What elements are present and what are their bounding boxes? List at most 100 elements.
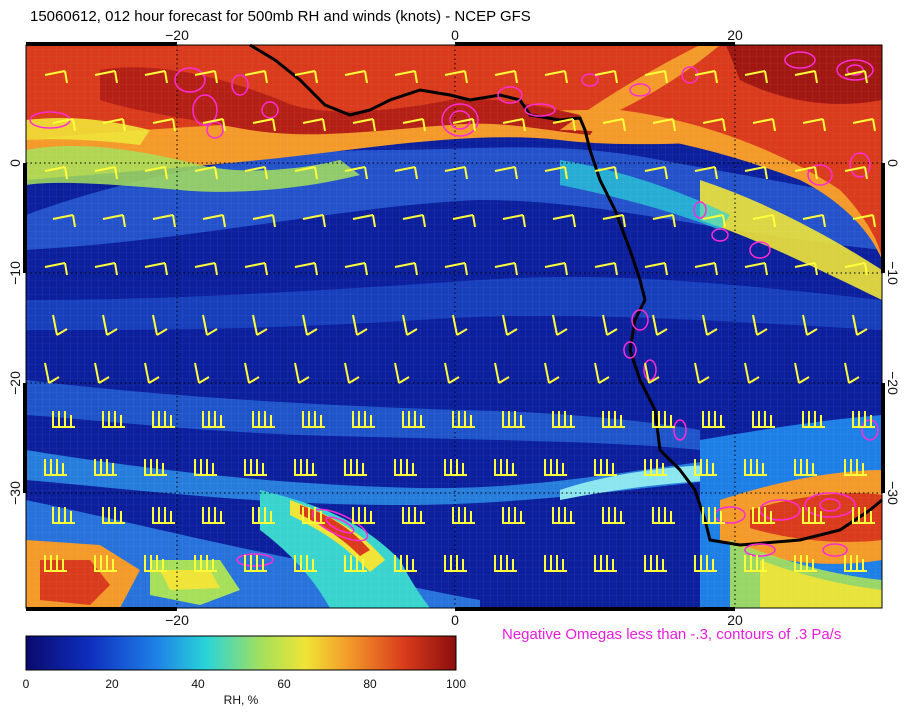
wind-barb — [444, 555, 467, 572]
wind-barb — [652, 507, 675, 524]
wind-barb — [244, 70, 268, 84]
wind-barb — [252, 118, 276, 132]
wind-barb — [594, 70, 618, 84]
omega-contours — [29, 51, 879, 567]
wind-barb — [144, 459, 167, 476]
wind-barb — [202, 118, 226, 132]
wind-barb — [652, 411, 675, 428]
wind-barb — [702, 118, 726, 132]
wind-barb — [94, 166, 118, 180]
wind-barbs — [44, 70, 876, 572]
wind-barb — [794, 362, 810, 384]
wind-barb — [252, 314, 268, 336]
wind-barb — [52, 411, 75, 428]
wind-barb — [52, 507, 75, 524]
wind-barb — [744, 262, 768, 276]
wind-barb — [844, 166, 868, 180]
wind-barb — [152, 118, 176, 132]
wind-barb — [644, 555, 667, 572]
wind-barb — [694, 362, 710, 384]
wind-barb — [552, 118, 576, 132]
colorbar-label: RH, % — [224, 693, 259, 707]
map-frame — [25, 44, 883, 609]
lat-tick-right: −10 — [885, 261, 901, 285]
wind-barb — [552, 507, 575, 524]
wind-barb — [594, 459, 617, 476]
wind-barb — [102, 214, 126, 228]
wind-barb — [252, 214, 276, 228]
colorbar-tick: 20 — [105, 677, 119, 691]
wind-barb — [752, 314, 768, 336]
wind-barb — [794, 459, 817, 476]
wind-barb — [544, 555, 567, 572]
wind-barb — [294, 555, 317, 572]
wind-barb — [744, 555, 767, 572]
wind-barb — [502, 507, 525, 524]
wind-barb — [502, 118, 526, 132]
wind-barb — [844, 362, 860, 384]
wind-barb — [502, 314, 518, 336]
wind-barb — [694, 459, 717, 476]
wind-barb — [452, 507, 475, 524]
lon-tick-bottom: 20 — [727, 612, 743, 628]
wind-barb — [744, 70, 768, 84]
wind-barb — [44, 262, 68, 276]
wind-barb — [344, 166, 368, 180]
lat-tick-left: 0 — [7, 159, 23, 167]
wind-barb — [252, 411, 275, 428]
wind-barb — [302, 118, 326, 132]
wind-barb — [744, 459, 767, 476]
map-title: 15060612, 012 hour forecast for 500mb RH… — [30, 8, 531, 25]
wind-barb — [244, 555, 267, 572]
wind-barb — [602, 314, 618, 336]
wind-barb — [344, 262, 368, 276]
wind-barb — [144, 262, 168, 276]
wind-barb — [852, 507, 875, 524]
wind-barb — [102, 314, 118, 336]
wind-barb — [352, 118, 376, 132]
wind-barb — [402, 118, 426, 132]
lon-tick-bottom: 0 — [451, 612, 459, 628]
wind-barb — [394, 262, 418, 276]
wind-barb — [794, 70, 818, 84]
wind-barb — [202, 314, 218, 336]
wind-barb — [444, 262, 468, 276]
wind-barb — [394, 459, 417, 476]
wind-barb — [594, 262, 618, 276]
wind-barb — [394, 166, 418, 180]
wind-barb — [494, 166, 518, 180]
wind-barb — [152, 214, 176, 228]
wind-barb — [352, 214, 376, 228]
wind-barb — [652, 118, 676, 132]
wind-barb — [594, 166, 618, 180]
wind-barb — [544, 166, 568, 180]
wind-barb — [202, 507, 225, 524]
wind-barb — [302, 411, 325, 428]
wind-barb — [594, 555, 617, 572]
wind-barb — [744, 166, 768, 180]
wind-barb — [644, 262, 668, 276]
wind-barb — [144, 166, 168, 180]
wind-barb — [844, 555, 867, 572]
wind-barb — [702, 314, 718, 336]
wind-barb — [802, 507, 825, 524]
colorbar-tick: 40 — [191, 677, 205, 691]
wind-barb — [94, 555, 117, 572]
wind-barb — [544, 70, 568, 84]
colorbar-tick: 100 — [446, 677, 466, 691]
wind-barb — [602, 214, 626, 228]
wind-barb — [652, 214, 676, 228]
wind-barb — [94, 362, 110, 384]
wind-barb — [244, 459, 267, 476]
wind-barb — [544, 262, 568, 276]
wind-barb — [194, 555, 217, 572]
wind-barb — [844, 70, 868, 84]
wind-barb — [744, 362, 760, 384]
wind-barb — [144, 70, 168, 84]
wind-barb — [394, 362, 410, 384]
wind-barb — [752, 507, 775, 524]
frame-ticks — [23, 42, 885, 611]
wind-barb — [452, 314, 468, 336]
wind-barb — [244, 362, 260, 384]
